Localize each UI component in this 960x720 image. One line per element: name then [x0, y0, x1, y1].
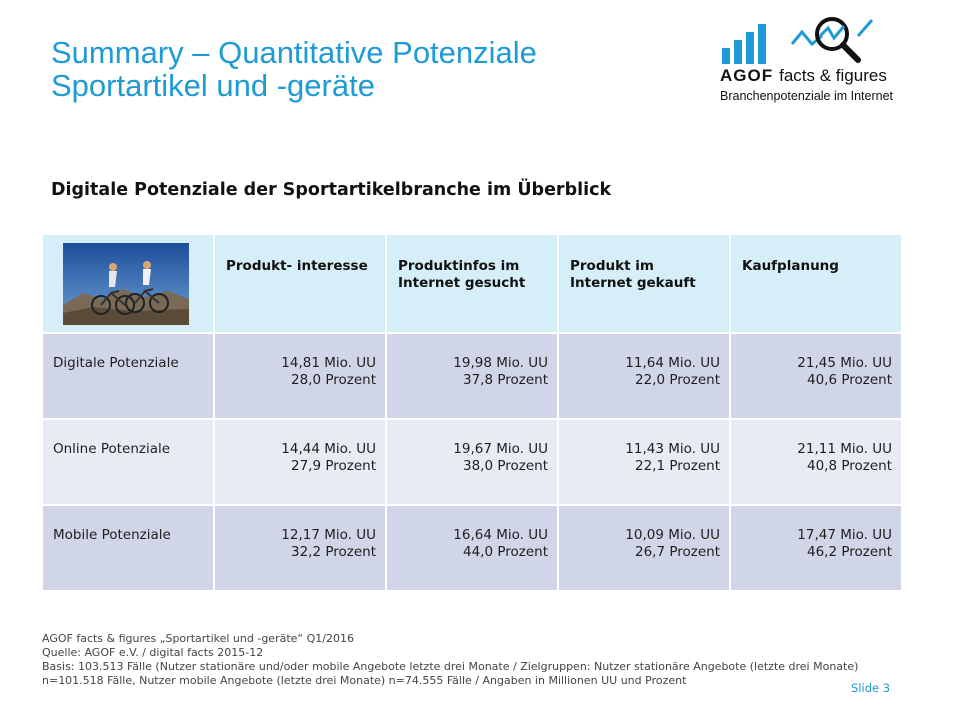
logo-tagline: facts & figures — [779, 66, 887, 85]
cell-uu: 17,47 Mio. UU — [797, 527, 892, 543]
table-cell: 11,43 Mio. UU 22,1 Prozent — [559, 420, 729, 504]
table-cell: 14,44 Mio. UU 27,9 Prozent — [215, 420, 385, 504]
table-header-row: Produkt- interesse Produktinfos im Inter… — [43, 235, 901, 332]
cell-pct: 38,0 Prozent — [462, 458, 548, 474]
table-row: Online Potenziale 14,44 Mio. UU 27,9 Proz… — [43, 420, 901, 504]
cell-uu: 12,17 Mio. UU — [281, 527, 376, 543]
table-cell: 19,98 Mio. UU 37,8 Prozent — [387, 334, 557, 418]
cell-pct: 26,7 Prozent — [634, 544, 720, 560]
cell-uu: 11,64 Mio. UU — [625, 355, 720, 371]
table-cell: 21,11 Mio. UU 40,8 Prozent — [731, 420, 901, 504]
table-cell: 10,09 Mio. UU 26,7 Prozent — [559, 506, 729, 590]
cell-uu: 19,67 Mio. UU — [453, 441, 548, 457]
section-subtitle: Digitale Potenziale der Sportartikelbran… — [51, 180, 612, 200]
row-label: Digitale Potenziale — [43, 334, 213, 418]
cell-uu: 19,98 Mio. UU — [453, 355, 548, 371]
cell-pct: 28,0 Prozent — [290, 372, 376, 388]
table-cell: 14,81 Mio. UU 28,0 Prozent — [215, 334, 385, 418]
cell-pct: 46,2 Prozent — [806, 544, 892, 560]
column-header-kaufplanung: Kaufplanung — [731, 235, 901, 332]
slide-number: Slide 3 — [851, 681, 891, 695]
header-image-cell — [43, 235, 213, 332]
source-footnote: AGOF facts & figures „Sportartikel und -… — [42, 632, 902, 688]
cell-uu: 14,81 Mio. UU — [281, 355, 376, 371]
table-cell: 11,64 Mio. UU 22,0 Prozent — [559, 334, 729, 418]
footnote-line-1: AGOF facts & figures „Sportartikel und -… — [42, 632, 354, 645]
footnote-line-3: Basis: 103.513 Fälle (Nutzer stationäre … — [42, 660, 859, 687]
table-cell: 19,67 Mio. UU 38,0 Prozent — [387, 420, 557, 504]
slide-title: Summary – Quantitative Potenziale Sporta… — [51, 36, 671, 102]
cell-pct: 22,0 Prozent — [634, 372, 720, 388]
logo-subline: Branchenpotenziale im Internet — [720, 89, 894, 103]
table-cell: 21,45 Mio. UU 40,6 Prozent — [731, 334, 901, 418]
cell-uu: 21,45 Mio. UU — [797, 355, 892, 371]
table-cell: 16,64 Mio. UU 44,0 Prozent — [387, 506, 557, 590]
column-header-produkt-gekauft: Produkt im Internet gekauft — [559, 235, 729, 332]
cell-uu: 10,09 Mio. UU — [625, 527, 720, 543]
cell-pct: 22,1 Prozent — [634, 458, 720, 474]
table-cell: 17,47 Mio. UU 46,2 Prozent — [731, 506, 901, 590]
cell-uu: 21,11 Mio. UU — [797, 441, 892, 457]
column-header-produktinteresse: Produkt- interesse — [215, 235, 385, 332]
cell-pct: 44,0 Prozent — [462, 544, 548, 560]
footnote-line-2: Quelle: AGOF e.V. / digital facts 2015-1… — [42, 646, 264, 659]
slide-title-line-1: Summary – Quantitative Potenziale — [51, 35, 537, 70]
cell-pct: 40,6 Prozent — [806, 372, 892, 388]
row-label: Online Potenziale — [43, 420, 213, 504]
cell-uu: 14,44 Mio. UU — [281, 441, 376, 457]
cyclists-photo-icon — [63, 243, 189, 325]
agof-logo-icon — [722, 17, 874, 64]
cell-pct: 37,8 Prozent — [462, 372, 548, 388]
column-header-produktinfos: Produktinfos im Internet gesucht — [387, 235, 557, 332]
table-row: Mobile Potenziale 12,17 Mio. UU 32,2 Proz… — [43, 506, 901, 590]
cell-pct: 27,9 Prozent — [290, 458, 376, 474]
logo-brand: AGOF — [720, 66, 774, 85]
table-row: Digitale Potenziale 14,81 Mio. UU 28,0 Pr… — [43, 334, 901, 418]
logo-wordmark: AGOF facts & figures — [720, 66, 887, 86]
cell-uu: 11,43 Mio. UU — [625, 441, 720, 457]
potential-table: Produkt- interesse Produktinfos im Inter… — [41, 233, 903, 592]
slide-title-line-2: Sportartikel und -geräte — [51, 68, 375, 103]
table-cell: 12,17 Mio. UU 32,2 Prozent — [215, 506, 385, 590]
row-label: Mobile Potenziale — [43, 506, 213, 590]
cell-pct: 32,2 Prozent — [290, 544, 376, 560]
cell-uu: 16,64 Mio. UU — [453, 527, 548, 543]
cell-pct: 40,8 Prozent — [806, 458, 892, 474]
